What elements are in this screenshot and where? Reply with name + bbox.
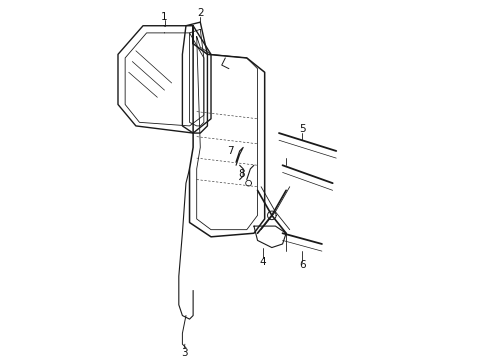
Text: 5: 5 [299,125,306,135]
Text: 7: 7 [227,146,234,156]
Text: 4: 4 [260,257,266,267]
Text: 2: 2 [197,8,203,18]
Text: 6: 6 [299,260,306,270]
Text: 3: 3 [181,348,188,358]
Text: 1: 1 [161,12,168,22]
Text: 8: 8 [238,169,245,179]
